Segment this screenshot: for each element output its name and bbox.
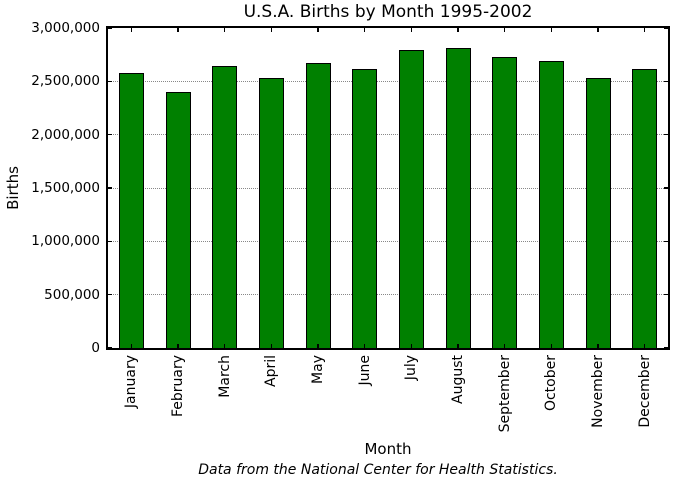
gridline-y-2000000 — [108, 134, 668, 136]
x-tick-mark — [130, 344, 133, 348]
gridline-y-500000 — [108, 294, 668, 296]
x-tick-label-november: November — [590, 355, 606, 428]
y-tick-label: 2,500,000 — [31, 73, 100, 90]
bar-october — [538, 61, 564, 348]
y-tick-mark — [664, 293, 668, 296]
bar-january — [118, 72, 144, 348]
bar-june — [352, 68, 378, 348]
y-tick-mark — [664, 240, 668, 243]
y-tick-label: 3,000,000 — [31, 20, 100, 36]
chart-title: U.S.A. Births by Month 1995-2002 — [243, 2, 533, 22]
y-tick-mark — [664, 187, 668, 189]
x-tick-mark — [550, 28, 553, 32]
x-tick-label-january: January — [123, 355, 140, 409]
x-tick-mark — [223, 344, 226, 348]
x-tick-mark — [643, 28, 646, 32]
x-axis-title: Month — [364, 440, 412, 458]
x-tick-mark — [457, 344, 459, 348]
x-tick-label-february: February — [170, 355, 186, 418]
x-tick-label-april: April — [263, 355, 280, 387]
y-tick-label: 0 — [91, 340, 100, 356]
x-tick-label-june: June — [356, 355, 373, 386]
y-tick-label: 2,000,000 — [31, 126, 100, 143]
x-tick-mark — [363, 344, 366, 348]
x-tick-mark — [177, 344, 179, 348]
bar-march — [212, 66, 238, 348]
gridline-y-1000000 — [108, 240, 668, 242]
y-tick-mark — [108, 27, 112, 29]
y-tick-mark — [664, 347, 668, 349]
x-tick-mark — [597, 28, 599, 32]
y-tick-mark — [108, 240, 112, 243]
x-tick-label-december: December — [636, 355, 653, 428]
bar-august — [445, 48, 471, 348]
x-tick-mark — [457, 28, 459, 32]
y-tick-mark — [108, 347, 112, 349]
x-tick-label-may: May — [310, 355, 326, 384]
y-tick-label: 1,000,000 — [31, 233, 100, 250]
x-tick-label-july: July — [403, 355, 420, 381]
x-tick-mark — [177, 28, 179, 32]
x-tick-mark — [223, 28, 226, 32]
x-tick-mark — [317, 28, 319, 32]
x-tick-mark — [130, 28, 133, 32]
bar-november — [585, 78, 611, 348]
x-tick-mark — [410, 344, 413, 348]
x-tick-label-august: August — [450, 355, 466, 404]
y-tick-mark — [664, 133, 668, 136]
x-tick-mark — [550, 344, 553, 348]
data-source-note: Data from the National Center for Health… — [198, 462, 558, 478]
x-tick-mark — [410, 28, 413, 32]
x-tick-label-october: October — [543, 355, 560, 412]
y-tick-mark — [108, 133, 112, 136]
x-tick-mark — [270, 28, 273, 32]
plot-area — [106, 26, 670, 350]
y-tick-mark — [108, 80, 112, 83]
bar-july — [398, 50, 424, 348]
x-tick-mark — [363, 28, 366, 32]
x-tick-mark — [503, 344, 506, 348]
y-tick-mark — [108, 187, 112, 189]
bar-may — [305, 63, 331, 348]
x-tick-mark — [597, 344, 599, 348]
y-tick-mark — [664, 27, 668, 29]
y-tick-mark — [664, 80, 668, 83]
bar-september — [492, 56, 518, 348]
y-tick-mark — [108, 293, 112, 296]
bar-april — [258, 78, 284, 348]
x-tick-mark — [503, 28, 506, 32]
x-tick-label-september: September — [496, 355, 513, 433]
gridline-y-1500000 — [108, 187, 668, 189]
bar-december — [632, 68, 658, 348]
x-tick-mark — [270, 344, 273, 348]
y-tick-label: 500,000 — [44, 286, 100, 303]
x-tick-mark — [317, 344, 319, 348]
gridline-y-2500000 — [108, 80, 668, 82]
x-tick-mark — [643, 344, 646, 348]
bar-february — [165, 92, 191, 348]
x-tick-label-march: March — [216, 355, 233, 398]
y-tick-label: 1,500,000 — [31, 180, 100, 196]
